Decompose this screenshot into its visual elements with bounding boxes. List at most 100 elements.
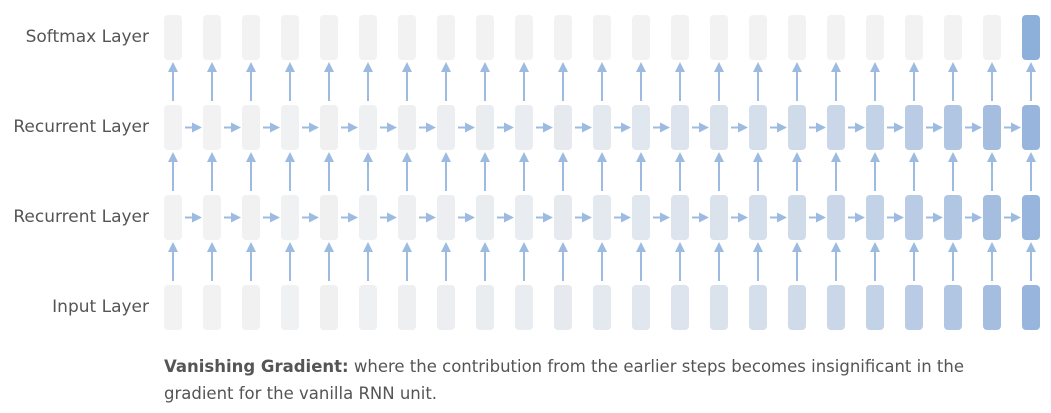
recurrent2-cell-15 [749, 105, 767, 150]
input-cell-13 [671, 285, 689, 330]
recurrent2-cell-14 [710, 105, 728, 150]
input-cell-19 [905, 285, 923, 330]
recurrent1-cell-6 [398, 195, 416, 240]
input-cell-8 [476, 285, 494, 330]
input-cell-20 [944, 285, 962, 330]
softmax-cell-14 [710, 15, 728, 60]
softmax-cell-17 [827, 15, 845, 60]
recurrent2-cell-13 [671, 105, 689, 150]
input-cell-17 [827, 285, 845, 330]
input-cell-5 [359, 285, 377, 330]
recurrent2-cell-1 [203, 105, 221, 150]
input-cell-15 [749, 285, 767, 330]
input-cell-6 [398, 285, 416, 330]
recurrent1-cell-8 [476, 195, 494, 240]
layer-label-recurrent-2: Recurrent Layer [13, 117, 149, 137]
softmax-cell-4 [320, 15, 338, 60]
softmax-cell-11 [593, 15, 611, 60]
recurrent2-cell-22 [1022, 105, 1040, 150]
layer-label-input: Input Layer [52, 297, 149, 317]
softmax-cell-1 [203, 15, 221, 60]
recurrent2-cell-2 [242, 105, 260, 150]
recurrent2-cell-16 [788, 105, 806, 150]
layer-label-recurrent-1: Recurrent Layer [13, 207, 149, 227]
recurrent2-cell-6 [398, 105, 416, 150]
softmax-cell-13 [671, 15, 689, 60]
softmax-cell-0 [164, 15, 182, 60]
input-cell-0 [164, 285, 182, 330]
recurrent1-cell-14 [710, 195, 728, 240]
softmax-cell-6 [398, 15, 416, 60]
recurrent2-cell-9 [515, 105, 533, 150]
softmax-cell-2 [242, 15, 260, 60]
input-cell-21 [983, 285, 1001, 330]
caption-text: where the contribution from the earlier … [164, 357, 964, 403]
diagram-caption: Vanishing Gradient: where the contributi… [164, 353, 1024, 407]
recurrent2-cell-11 [593, 105, 611, 150]
softmax-cell-16 [788, 15, 806, 60]
softmax-cell-7 [437, 15, 455, 60]
input-cell-11 [593, 285, 611, 330]
recurrent1-cell-21 [983, 195, 1001, 240]
softmax-cell-12 [632, 15, 650, 60]
recurrent1-cell-9 [515, 195, 533, 240]
recurrent2-cell-10 [554, 105, 572, 150]
softmax-cell-8 [476, 15, 494, 60]
softmax-cell-20 [944, 15, 962, 60]
caption-bold: Vanishing Gradient: [164, 357, 349, 376]
recurrent1-cell-22 [1022, 195, 1040, 240]
recurrent2-cell-21 [983, 105, 1001, 150]
recurrent1-cell-7 [437, 195, 455, 240]
recurrent1-cell-11 [593, 195, 611, 240]
input-cell-14 [710, 285, 728, 330]
recurrent1-cell-1 [203, 195, 221, 240]
recurrent1-cell-20 [944, 195, 962, 240]
softmax-cell-19 [905, 15, 923, 60]
recurrent1-cell-18 [866, 195, 884, 240]
recurrent1-cell-3 [281, 195, 299, 240]
input-cell-2 [242, 285, 260, 330]
input-cell-12 [632, 285, 650, 330]
recurrent2-cell-20 [944, 105, 962, 150]
recurrent1-cell-4 [320, 195, 338, 240]
recurrent1-cell-10 [554, 195, 572, 240]
input-cell-4 [320, 285, 338, 330]
input-cell-3 [281, 285, 299, 330]
softmax-cell-18 [866, 15, 884, 60]
recurrent2-cell-3 [281, 105, 299, 150]
recurrent1-cell-5 [359, 195, 377, 240]
recurrent1-cell-16 [788, 195, 806, 240]
softmax-cell-15 [749, 15, 767, 60]
input-cell-22 [1022, 285, 1040, 330]
recurrent2-cell-17 [827, 105, 845, 150]
recurrent1-cell-0 [164, 195, 182, 240]
softmax-cell-9 [515, 15, 533, 60]
softmax-cell-5 [359, 15, 377, 60]
softmax-cell-22 [1022, 15, 1040, 60]
input-cell-1 [203, 285, 221, 330]
recurrent2-cell-4 [320, 105, 338, 150]
recurrent2-cell-5 [359, 105, 377, 150]
input-cell-18 [866, 285, 884, 330]
recurrent1-cell-13 [671, 195, 689, 240]
recurrent1-cell-17 [827, 195, 845, 240]
recurrent2-cell-8 [476, 105, 494, 150]
softmax-cell-21 [983, 15, 1001, 60]
recurrent2-cell-12 [632, 105, 650, 150]
recurrent2-cell-19 [905, 105, 923, 150]
recurrent2-cell-7 [437, 105, 455, 150]
recurrent2-cell-18 [866, 105, 884, 150]
rnn-unrolled-diagram [164, 15, 1040, 330]
recurrent1-cell-12 [632, 195, 650, 240]
input-cell-9 [515, 285, 533, 330]
recurrent2-cell-0 [164, 105, 182, 150]
softmax-cell-10 [554, 15, 572, 60]
recurrent1-cell-2 [242, 195, 260, 240]
input-cell-7 [437, 285, 455, 330]
recurrent1-cell-19 [905, 195, 923, 240]
input-cell-10 [554, 285, 572, 330]
layer-label-softmax: Softmax Layer [25, 27, 149, 47]
recurrent1-cell-15 [749, 195, 767, 240]
input-cell-16 [788, 285, 806, 330]
softmax-cell-3 [281, 15, 299, 60]
